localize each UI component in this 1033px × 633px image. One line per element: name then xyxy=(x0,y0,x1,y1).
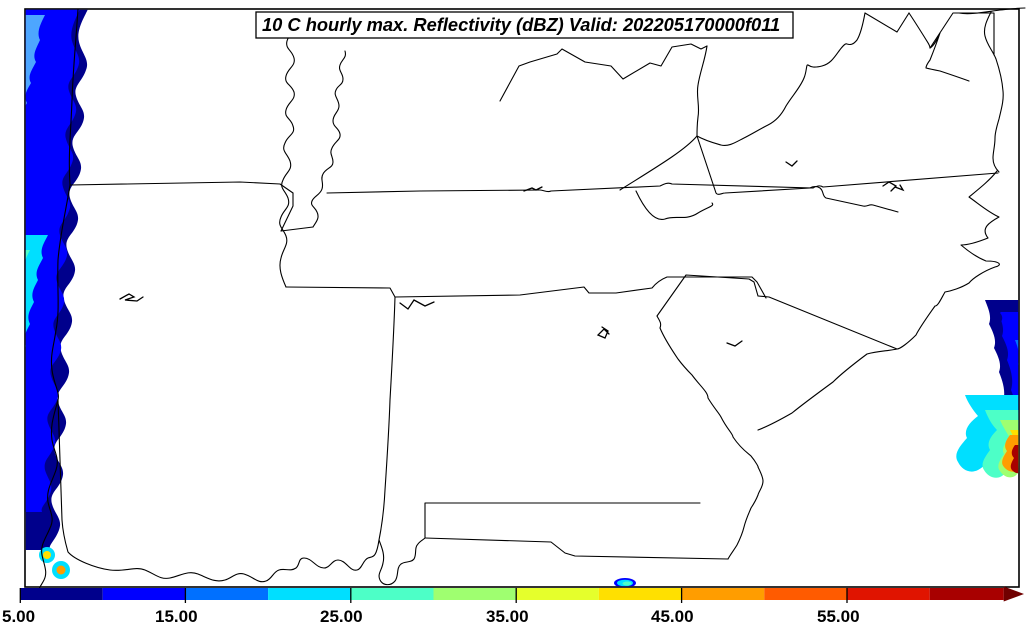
svg-text:15.00: 15.00 xyxy=(155,607,198,626)
svg-text:10 C hourly max. Reflectivity: 10 C hourly max. Reflectivity (dBZ) Vali… xyxy=(262,14,780,35)
svg-text:5.00: 5.00 xyxy=(2,607,35,626)
svg-text:25.00: 25.00 xyxy=(320,607,363,626)
svg-text:45.00: 45.00 xyxy=(651,607,694,626)
svg-text:55.00: 55.00 xyxy=(817,607,860,626)
svg-text:35.00: 35.00 xyxy=(486,607,529,626)
